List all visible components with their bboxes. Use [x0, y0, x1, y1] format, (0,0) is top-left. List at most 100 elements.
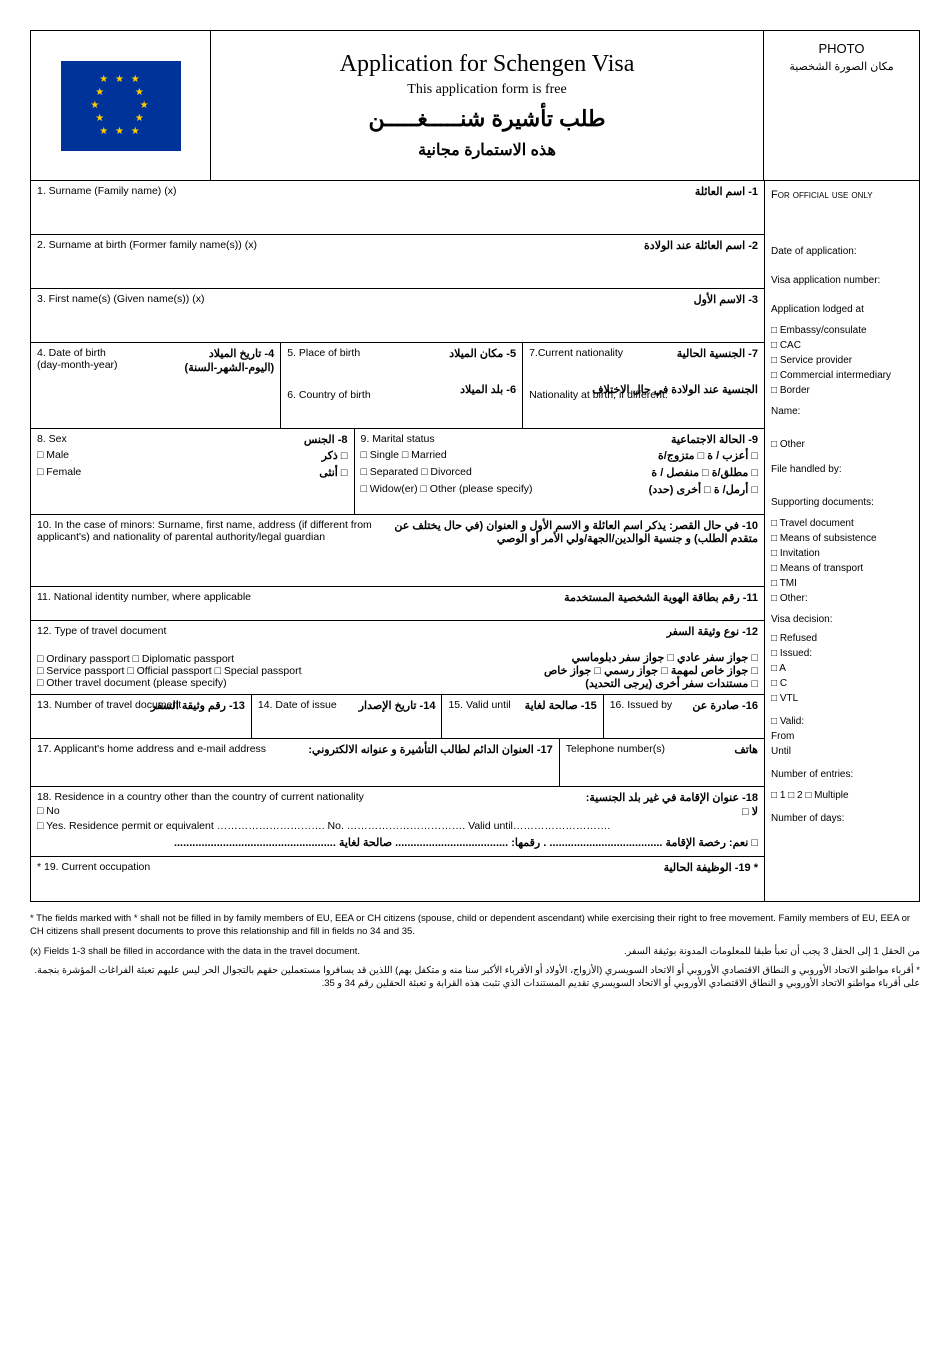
official-other[interactable]: Other: [771, 437, 913, 452]
row-13-16: 13. Number of travel document 13- رقم وث…: [31, 695, 764, 739]
dec-opt-1[interactable]: Issued:: [771, 646, 913, 661]
f12-r3: □ مستندات سفر أخرى (يرجى التحديد): [434, 677, 758, 690]
sup-opt-3[interactable]: Means of transport: [771, 561, 913, 576]
f11-en: 11. National identity number, where appl…: [37, 591, 251, 603]
f7-ar: 7- الجنسية الحالية: [677, 347, 758, 360]
f2-ar: 2- اسم العائلة عند الولادة: [644, 239, 758, 252]
f18-yes[interactable]: □ Yes. Residence permit or equivalent ………: [37, 820, 758, 832]
f17-en: 17. Applicant's home address and e-mail …: [37, 743, 266, 755]
official-entries-opts[interactable]: □ 1 □ 2 □ Multiple: [771, 788, 913, 803]
footnotes: * The fields marked with * shall not be …: [30, 912, 920, 990]
f8-male-en[interactable]: □ Male: [37, 449, 69, 462]
lodged-opt-0[interactable]: Embassy/consulate: [771, 323, 913, 338]
subtitle-ar: هذه الاستمارة مجانية: [221, 140, 753, 160]
sup-opt-1[interactable]: Means of subsistence: [771, 531, 913, 546]
official-sup-opts[interactable]: Travel document Means of subsistence Inv…: [771, 516, 913, 606]
dec-opt-3[interactable]: C: [771, 676, 913, 691]
field-2[interactable]: 2. Surname at birth (Former family name(…: [31, 235, 764, 289]
f4-en2: (day-month-year): [37, 359, 118, 371]
f18-ar: 18- عنوان الإقامة في غير بلد الجنسية:: [586, 791, 758, 804]
f19-en: * 19. Current occupation: [37, 861, 150, 873]
lodged-opt-2[interactable]: Service provider: [771, 353, 913, 368]
f10-ar: 10- في حال القصر: يذكر اسم العائلة و الا…: [383, 519, 758, 545]
f18-en: 18. Residence in a country other than th…: [37, 791, 364, 803]
f18-no-en[interactable]: □ No: [37, 805, 60, 818]
f12-l2[interactable]: □ Service passport □ Official passport □…: [37, 665, 434, 677]
f12-l3[interactable]: □ Other travel document (please specify): [37, 677, 434, 689]
f13-ar: 13- رقم وثيقة السفر: [151, 699, 245, 712]
f15-en: 15. Valid until: [448, 699, 510, 711]
lodged-opt-4[interactable]: Border: [771, 383, 913, 398]
f9-ar: 9- الحالة الاجتماعية: [671, 433, 758, 446]
f4-en: 4. Date of birth: [37, 347, 106, 359]
field-19[interactable]: * 19. Current occupation * 19- الوظيفة ا…: [31, 857, 764, 901]
main-row: 1. Surname (Family name) (x) 1- اسم العا…: [31, 181, 919, 901]
official-from: From: [771, 729, 913, 744]
field-13[interactable]: 13. Number of travel document 13- رقم وث…: [31, 695, 251, 738]
field-4[interactable]: 4. Date of birth 4- تاريخ الميلاد (day-m…: [31, 343, 280, 428]
foot-en1: * The fields marked with * shall not be …: [30, 912, 920, 939]
f8-ar: 8- الجنس: [304, 433, 348, 446]
sup-opt-5[interactable]: Other:: [771, 591, 913, 606]
lodged-opt-1[interactable]: CAC: [771, 338, 913, 353]
f17-tel-ar: هاتف: [734, 743, 758, 756]
field-12[interactable]: 12. Type of travel document 12- نوع وثيق…: [31, 621, 764, 695]
field-11[interactable]: 11. National identity number, where appl…: [31, 587, 764, 621]
field-7[interactable]: 7.Current nationality 7- الجنسية الحالية…: [522, 343, 764, 428]
field-14[interactable]: 14. Date of issue 14- تاريخ الإصدار: [251, 695, 442, 738]
f18-no-ar: لا □: [742, 805, 758, 818]
field-18[interactable]: 18. Residence in a country other than th…: [31, 787, 764, 857]
f8-male-ar: □ ذكر: [322, 449, 348, 462]
official-supporting: Supporting documents:: [771, 495, 913, 510]
lodged-opt-3[interactable]: Commercial intermediary: [771, 368, 913, 383]
f7-ar2: الجنسية عند الولادة في حال الاختلاف: [592, 383, 758, 396]
f9-r2l[interactable]: □ Separated □ Divorced: [361, 466, 472, 479]
official-valid[interactable]: Valid:: [771, 714, 913, 729]
subtitle-en: This application form is free: [221, 82, 753, 98]
dec-opt-2[interactable]: A: [771, 661, 913, 676]
foot-ar2: من الحقل 1 إلى الحقل 3 يجب أن تعبأ طبقا …: [624, 945, 920, 958]
f19-ar: * 19- الوظيفة الحالية: [664, 861, 758, 874]
row-4-7: 4. Date of birth 4- تاريخ الميلاد (day-m…: [31, 343, 764, 429]
field-5-6[interactable]: 5. Place of birth 5- مكان الميلاد 6. Cou…: [280, 343, 522, 428]
field-16[interactable]: 16. Issued by 16- صادرة عن: [603, 695, 764, 738]
official-lodged-opts[interactable]: Embassy/consulate CAC Service provider C…: [771, 323, 913, 398]
field-3[interactable]: 3. First name(s) (Given name(s)) (x) 3- …: [31, 289, 764, 343]
f9-r3r: □ أرمل/ ة □ أخرى (حدد): [649, 483, 758, 496]
f17-tel-en: Telephone number(s): [566, 743, 665, 755]
f12-r2: □ جواز خاص لمهمة □ جواز رسمي □ جواز خاص: [434, 664, 758, 677]
field-9[interactable]: 9. Marital status 9- الحالة الاجتماعية □…: [354, 429, 764, 514]
f8-female-en[interactable]: □ Female: [37, 466, 81, 479]
field-1[interactable]: 1. Surname (Family name) (x) 1- اسم العا…: [31, 181, 764, 235]
f4-ar: 4- تاريخ الميلاد: [209, 347, 274, 360]
f5-en: 5. Place of birth: [287, 347, 360, 359]
f11-ar: 11- رقم بطاقة الهوية الشخصية المستخدمة: [564, 591, 758, 604]
f10-en: 10. In the case of minors: Surname, firs…: [37, 519, 383, 545]
f6-en: 6. Country of birth: [287, 389, 370, 401]
field-17[interactable]: 17. Applicant's home address and e-mail …: [31, 739, 559, 786]
official-column: For official use only Date of applicatio…: [764, 181, 919, 901]
dec-opt-0[interactable]: Refused: [771, 631, 913, 646]
f8-female-ar: □ أنثى: [319, 466, 347, 479]
f17-ar: 17- العنوان الدائم لطالب التأشيرة و عنوا…: [308, 743, 552, 756]
field-10[interactable]: 10. In the case of minors: Surname, firs…: [31, 515, 764, 587]
f9-r3l[interactable]: □ Widow(er) □ Other (please specify): [361, 483, 533, 496]
f9-r1l[interactable]: □ Single □ Married: [361, 449, 447, 462]
official-lodged: Application lodged at: [771, 302, 913, 317]
sup-opt-4[interactable]: TMI: [771, 576, 913, 591]
logo-cell: ★ ★ ★★ ★★ ★★ ★★ ★ ★: [31, 31, 211, 180]
field-17-tel[interactable]: Telephone number(s) هاتف: [559, 739, 764, 786]
f4-ar2: (اليوم-الشهر-السنة): [185, 361, 275, 374]
field-8[interactable]: 8. Sex 8- الجنس □ Male□ ذكر □ Female□ أن…: [31, 429, 354, 514]
field-15[interactable]: 15. Valid until 15- صالحة لغاية: [441, 695, 602, 738]
eu-flag-icon: ★ ★ ★★ ★★ ★★ ★★ ★ ★: [61, 61, 181, 151]
f14-en: 14. Date of issue: [258, 699, 337, 711]
official-hdr: For official use only: [771, 187, 913, 204]
title-en: Application for Schengen Visa: [221, 51, 753, 78]
sup-opt-2[interactable]: Invitation: [771, 546, 913, 561]
dec-opt-4[interactable]: VTL: [771, 691, 913, 706]
sup-opt-0[interactable]: Travel document: [771, 516, 913, 531]
title-ar: طلب تأشيرة شنـــــغـــــن: [221, 106, 753, 132]
f12-l1[interactable]: □ Ordinary passport □ Diplomatic passpor…: [37, 653, 434, 665]
foot-en2: (x) Fields 1-3 shall be filled in accord…: [30, 945, 360, 958]
